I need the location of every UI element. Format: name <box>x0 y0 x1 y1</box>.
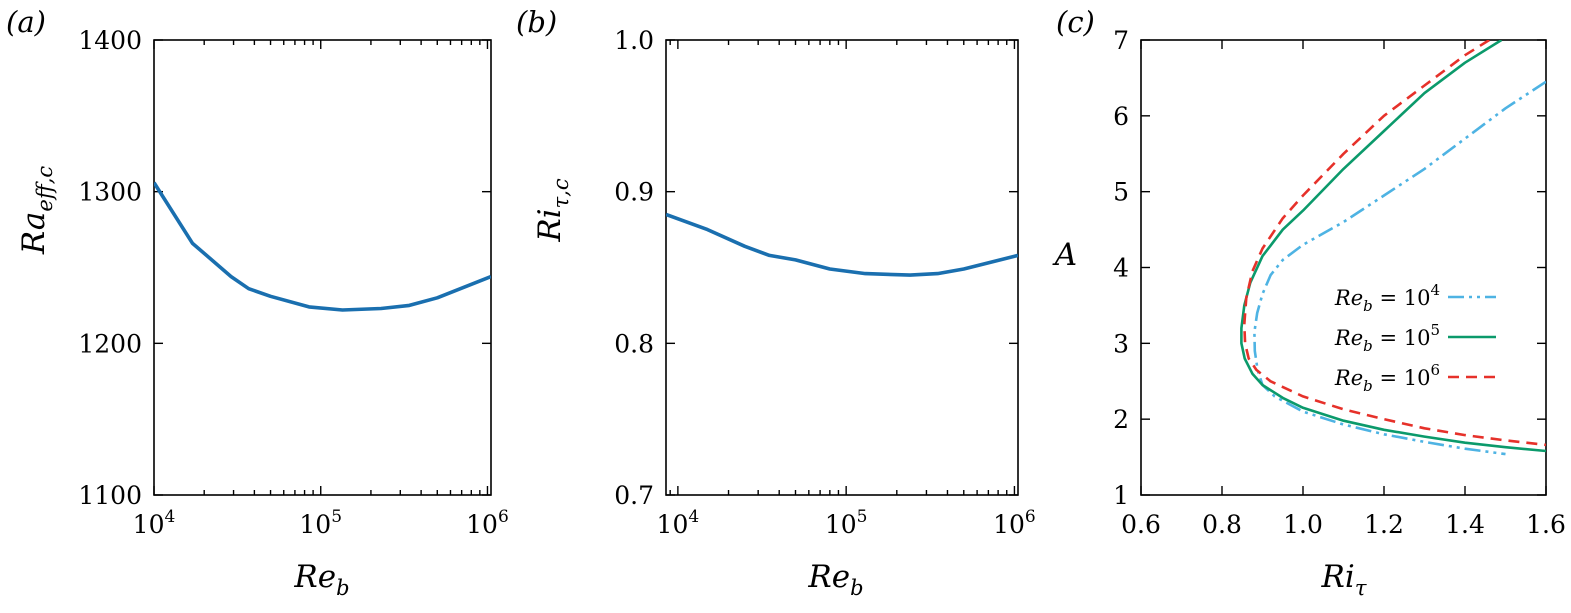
x-tick-label: 105 <box>825 507 868 539</box>
y-axis-label: Riτ,c <box>532 178 573 243</box>
y-tick-label: 1400 <box>78 26 142 55</box>
y-tick-label: 1200 <box>78 329 142 358</box>
y-tick-label: 1.0 <box>614 26 654 55</box>
panel-label: (c) <box>1056 5 1095 39</box>
plot-frame <box>665 39 1019 496</box>
legend-label: Reb = 104 <box>1334 281 1440 315</box>
y-tick-label: 6 <box>1113 102 1129 131</box>
y-tick-label: 0.9 <box>614 178 654 207</box>
x-tick-label: 1.2 <box>1364 510 1404 539</box>
panel-a: 1100 1200 1300 1400 104 105 106 (a) Reb Raeff,c <box>6 5 509 600</box>
x-tick-label: 106 <box>993 507 1036 539</box>
y-tick-label: 0.8 <box>614 329 654 358</box>
series-line-1 <box>1253 80 1546 456</box>
plot-frame <box>1140 39 1547 496</box>
x-tick-label: 104 <box>133 507 176 539</box>
panel-b: 0.7 0.8 0.9 1.0 104 105 106 (b) Reb Riτ,c <box>516 5 1036 600</box>
y-tick-label: 0.7 <box>614 481 654 510</box>
y-tick-label: 1 <box>1113 481 1129 510</box>
x-tick-label: 1.4 <box>1445 510 1485 539</box>
x-axis-label: Riτ <box>1321 559 1367 600</box>
plot-frame <box>153 39 492 496</box>
y-tick-label: 3 <box>1113 329 1129 358</box>
x-tick-label: 0.8 <box>1202 510 1242 539</box>
x-tick-label: 1.6 <box>1526 510 1566 539</box>
series-line-1 <box>154 181 491 312</box>
x-tick-label: 1.0 <box>1283 510 1323 539</box>
x-tick-label: 104 <box>657 507 700 539</box>
y-tick-label: 1100 <box>78 481 142 510</box>
panel-c: 1 2 3 4 5 6 7 0.6 0.8 1.0 1.2 1.4 1.6 (c) Riτ A Reb = 10… <box>1052 5 1566 600</box>
x-axis-label: Reb <box>293 559 349 600</box>
y-axis-label: Raeff,c <box>16 166 57 256</box>
legend: Reb = 104 Reb = 105 Reb = 106 <box>1334 281 1496 395</box>
legend-label: Reb = 105 <box>1334 321 1440 355</box>
y-axis-label: A <box>1052 237 1077 273</box>
series-line-2 <box>1240 40 1546 453</box>
y-tick-label: 4 <box>1113 254 1129 283</box>
legend-label: Reb = 106 <box>1334 361 1440 395</box>
series-line-3 <box>1243 40 1546 447</box>
series-line-1 <box>666 212 1018 277</box>
x-tick-label: 105 <box>299 507 342 539</box>
x-tick-label: 0.6 <box>1121 510 1161 539</box>
y-tick-label: 7 <box>1113 26 1129 55</box>
panel-label: (b) <box>516 5 557 39</box>
x-axis-label: Reb <box>807 559 863 600</box>
panel-label: (a) <box>6 5 46 39</box>
y-tick-label: 1300 <box>78 178 142 207</box>
x-tick-label: 106 <box>466 507 509 539</box>
y-tick-label: 2 <box>1113 405 1129 434</box>
y-tick-label: 5 <box>1113 178 1129 207</box>
